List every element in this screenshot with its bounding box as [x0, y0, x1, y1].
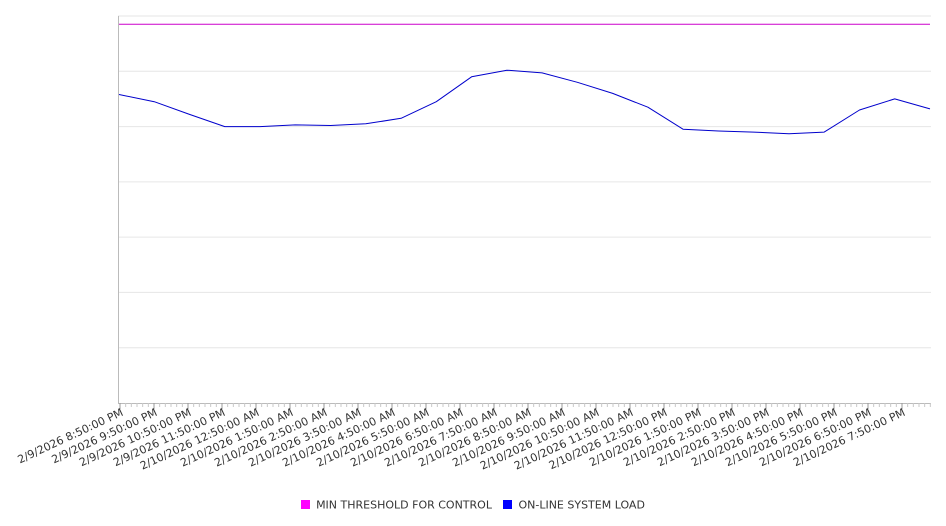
legend: MIN THRESHOLD FOR CONTROL ON-LINE SYSTEM…	[0, 498, 946, 512]
legend-swatch-threshold	[301, 499, 311, 509]
legend-item-load: ON-LINE SYSTEM LOAD	[503, 498, 645, 512]
legend-label-threshold: MIN THRESHOLD FOR CONTROL	[316, 498, 492, 512]
legend-item-threshold: MIN THRESHOLD FOR CONTROL	[301, 498, 492, 512]
x-tick-labels: 2/9/2026 8:50:00 PM2/9/2026 9:50:00 PM2/…	[16, 403, 907, 473]
gridlines	[118, 15, 931, 349]
axes	[118, 16, 931, 404]
legend-swatch-load	[503, 499, 513, 509]
legend-label-load: ON-LINE SYSTEM LOAD	[518, 498, 645, 512]
series-line-1	[118, 69, 931, 135]
series-lines	[118, 23, 931, 135]
